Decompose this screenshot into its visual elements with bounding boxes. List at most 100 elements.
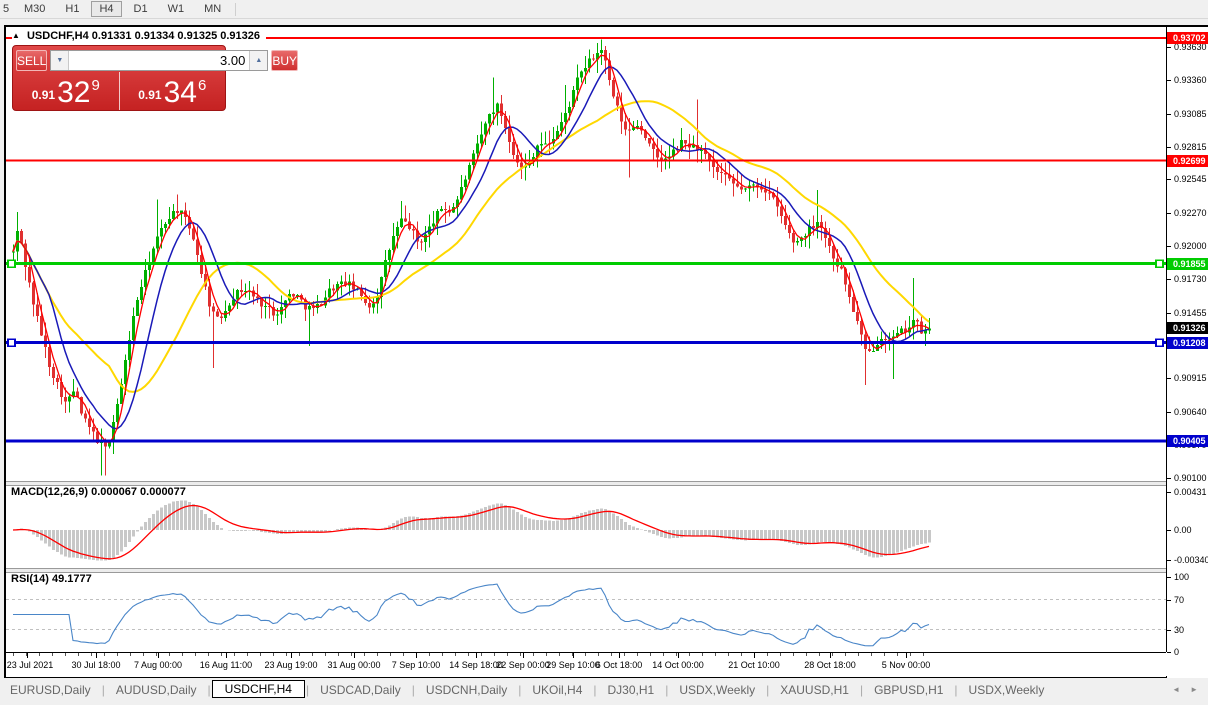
time-label: 7 Aug 00:00 [133, 660, 183, 670]
line-handle[interactable] [1155, 338, 1164, 348]
time-minor-tick [377, 653, 378, 656]
tab-xauusd-h1[interactable]: XAUUSD,H1 [780, 682, 849, 697]
ma-25-line [12, 100, 930, 393]
time-major-tick [226, 653, 227, 658]
tabs-scroll-right-icon[interactable]: ► [1190, 685, 1198, 694]
tab-usdcad-daily[interactable]: USDCAD,Daily [320, 682, 401, 697]
time-minor-tick [806, 653, 807, 656]
timeframe-button-d1[interactable]: D1 [133, 3, 148, 15]
time-minor-tick [234, 653, 235, 656]
h-line-0.91855[interactable] [6, 262, 1166, 266]
chart-collapse-icon[interactable]: ▲ [12, 31, 20, 40]
line-handle[interactable] [7, 338, 16, 348]
tab-gbpusd-h1[interactable]: GBPUSD,H1 [874, 682, 944, 697]
time-axis[interactable]: 23 Jul 2021 30 Jul 18:00 7 Aug 00:00 16 Aug… [6, 652, 1166, 677]
timeframe-button-5[interactable]: 5 [3, 3, 10, 15]
time-minor-tick [26, 653, 27, 656]
price-axis[interactable]: 0.93630 0.93360 0.93085 0.92815 0.92545 0.922… [1167, 27, 1208, 678]
time-minor-tick [130, 653, 131, 656]
time-minor-tick [195, 653, 196, 656]
price-tick-label: 0.92815 [1174, 142, 1207, 152]
timeframe-button-w1[interactable]: W1 [167, 3, 185, 15]
buy-button[interactable]: BUY [271, 49, 299, 71]
rsi-axis-label: 0 [1174, 647, 1180, 657]
macd-axis-label: 0.00431 [1174, 487, 1207, 497]
h-line-0.91208[interactable] [6, 341, 1166, 345]
panel-divider[interactable] [6, 481, 1208, 486]
price-tick-label: 0.92000 [1174, 241, 1207, 251]
chart-title: ▲ USDCHF,H4 0.91331 0.91334 0.91325 0.91… [12, 30, 266, 43]
price-tick-label: 0.90915 [1174, 373, 1207, 383]
time-minor-tick [455, 653, 456, 656]
timeframe-button-mn[interactable]: MN [204, 3, 222, 15]
volume-decrease-icon[interactable]: ▼ [51, 50, 70, 70]
price-tick [1167, 47, 1171, 48]
macd-indicator-plot[interactable] [6, 485, 1166, 568]
time-major-tick [754, 653, 755, 658]
volume-input[interactable] [69, 50, 250, 70]
tabs-scroll-left-icon[interactable]: ◄ [1172, 685, 1181, 694]
price-line-label: 0.91208 [1167, 337, 1208, 349]
macd-histogram [16, 500, 931, 561]
rsi-indicator-plot[interactable] [6, 572, 1166, 652]
time-minor-tick [442, 653, 443, 656]
time-minor-tick [559, 653, 560, 656]
sell-price[interactable]: 0.91 32 9 [13, 72, 120, 110]
time-minor-tick [572, 653, 573, 656]
time-minor-tick [819, 653, 820, 656]
timeframe-button-h4[interactable]: H4 [91, 1, 122, 17]
tab-separator: | [207, 682, 211, 697]
timeframe-button-h1[interactable]: H1 [65, 3, 80, 15]
price-tick [1167, 478, 1171, 479]
tab-usdx-weekly[interactable]: USDX,Weekly [679, 682, 756, 697]
time-minor-tick [429, 653, 430, 656]
tab-usdx-weekly[interactable]: USDX,Weekly [968, 682, 1045, 697]
ma-4-line [12, 54, 930, 444]
tab-usdcnh-daily[interactable]: USDCNH,Daily [425, 682, 508, 697]
tab-separator: | [593, 682, 597, 697]
volume-increase-icon[interactable]: ▲ [249, 50, 268, 70]
timeframe-toolbar: 5 M30 H1 H4 D1 W1 MN [0, 0, 1208, 19]
tab-usdchf-h4[interactable]: USDCHF,H4 [211, 680, 305, 698]
tab-eurusd-daily[interactable]: EURUSD,Daily [10, 682, 91, 697]
time-minor-tick [481, 653, 482, 656]
time-minor-tick [208, 653, 209, 656]
h-line-0.90405[interactable] [6, 439, 1166, 443]
h-line-0.92699[interactable] [6, 159, 1166, 162]
time-major-tick [523, 653, 524, 658]
time-minor-tick [910, 653, 911, 656]
price-tick [1167, 378, 1171, 379]
sell-price-prefix: 0.91 [31, 88, 56, 102]
price-chart-plot[interactable] [6, 27, 1166, 481]
time-minor-tick [793, 653, 794, 656]
sell-button[interactable]: SELL [16, 49, 48, 71]
tabs-nav: ◄ ► [1172, 685, 1208, 694]
tab-audusd-daily[interactable]: AUDUSD,Daily [115, 682, 197, 697]
panel-divider[interactable] [6, 568, 1208, 573]
h-line-0.93702[interactable] [6, 37, 1166, 40]
timeframe-button-m30[interactable]: M30 [24, 3, 46, 15]
line-handle[interactable] [7, 259, 16, 269]
chart-ohlc-values: 0.91331 0.91334 0.91325 0.91326 [91, 30, 260, 42]
time-minor-tick [832, 653, 833, 656]
price-line-label: 0.92699 [1167, 155, 1208, 167]
tab-separator: | [859, 682, 864, 697]
price-tick [1167, 246, 1171, 247]
time-label: 31 Aug 00:00 [327, 660, 381, 670]
tab-dj30-h1[interactable]: DJ30,H1 [607, 682, 655, 697]
chart-window: ▲ USDCHF,H4 0.91331 0.91334 0.91325 0.91… [4, 25, 1208, 678]
time-minor-tick [325, 653, 326, 656]
rsi-axis-tick [1167, 600, 1171, 601]
price-tick-label: 0.93360 [1174, 75, 1207, 85]
price-tick-label: 0.90640 [1174, 407, 1207, 417]
rsi-label: RSI(14) 49.1777 [11, 573, 92, 585]
time-minor-tick [741, 653, 742, 656]
buy-price[interactable]: 0.91 34 6 [120, 72, 226, 110]
line-handle[interactable] [1155, 259, 1164, 269]
tab-separator: | [665, 682, 669, 697]
price-tick [1167, 279, 1171, 280]
tab-ukoil-h4[interactable]: UKOil,H4 [532, 682, 583, 697]
macd-axis-label: -0.003405 [1174, 555, 1208, 565]
volume-spinner: ▼ ▲ [50, 49, 269, 71]
